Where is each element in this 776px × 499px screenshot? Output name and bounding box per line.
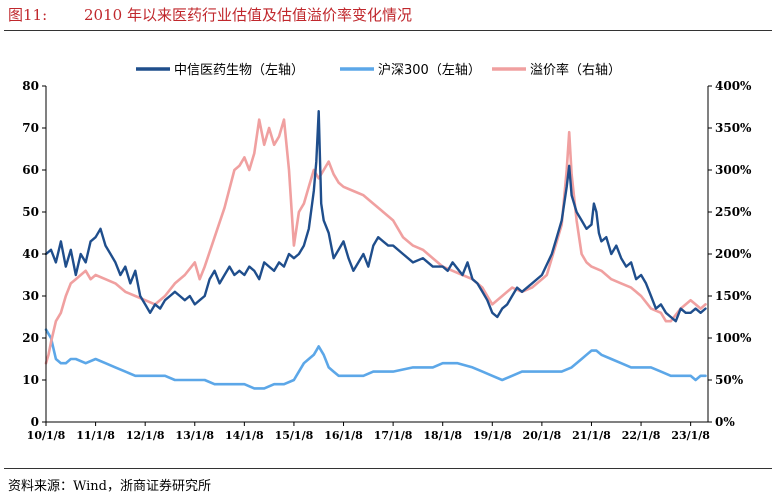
bottom-rule — [4, 468, 772, 469]
x-tick-label: 15/1/8 — [275, 429, 314, 442]
left-tick-label: 70 — [22, 121, 39, 135]
x-tick-label: 10/1/8 — [27, 429, 66, 442]
left-tick-label: 60 — [22, 163, 39, 177]
right-tick-label: 250% — [715, 205, 752, 219]
left-tick-label: 20 — [22, 331, 39, 345]
left-tick-label: 30 — [22, 289, 39, 303]
series-line-0 — [44, 109, 707, 323]
x-tick-label: 17/1/8 — [374, 429, 413, 442]
left-tick-label: 10 — [22, 373, 39, 387]
x-tick-label: 18/1/8 — [423, 429, 462, 442]
x-tick-label: 11/1/8 — [76, 429, 115, 442]
x-tick-label: 13/1/8 — [175, 429, 214, 442]
right-tick-label: 400% — [715, 79, 752, 93]
legend-label: 溢价率（右轴） — [530, 62, 621, 78]
left-tick-label: 40 — [22, 247, 39, 261]
legend-label: 中信医药生物（左轴） — [174, 63, 304, 78]
right-tick-label: 350% — [715, 121, 752, 135]
x-tick-label: 19/1/8 — [473, 429, 512, 442]
series-layer — [44, 109, 707, 390]
axis-layer: 0 10 20 30 40 50 60 70 80 0% 50% 100% 150% 200% 250% 30… — [22, 79, 752, 442]
legend: 中信医药生物（左轴） 沪深300（左轴） 溢价率（右轴） — [136, 62, 621, 78]
left-tick-label: 0 — [31, 415, 39, 429]
right-tick-label: 100% — [715, 331, 752, 345]
figure-title-text: 2010 年以来医药行业估值及估值溢价率变化情况 — [84, 6, 412, 24]
source-note: 资料来源：Wind，浙商证券研究所 — [8, 479, 211, 494]
x-tick-label: 14/1/8 — [225, 429, 264, 442]
x-tick-label: 12/1/8 — [126, 429, 165, 442]
right-tick-label: 50% — [715, 373, 744, 387]
left-tick-label: 50 — [22, 205, 39, 219]
series-line-1 — [44, 328, 707, 390]
top-rule — [4, 30, 772, 31]
x-tick-label: 16/1/8 — [324, 429, 363, 442]
legend-label: 沪深300（左轴） — [378, 62, 481, 78]
x-tick-label: 22/1/8 — [622, 429, 661, 442]
right-tick-label: 300% — [715, 163, 752, 177]
left-tick-label: 80 — [22, 79, 39, 93]
right-tick-label: 150% — [715, 289, 752, 303]
figure-number: 图11: — [8, 6, 48, 24]
right-tick-label: 0% — [715, 415, 735, 429]
x-tick-label: 20/1/8 — [523, 429, 562, 442]
x-tick-label: 21/1/8 — [572, 429, 611, 442]
x-tick-label: 23/1/8 — [671, 429, 710, 442]
figure-title: 图11: 2010 年以来医药行业估值及估值溢价率变化情况 — [8, 4, 412, 25]
right-tick-label: 200% — [715, 247, 752, 261]
